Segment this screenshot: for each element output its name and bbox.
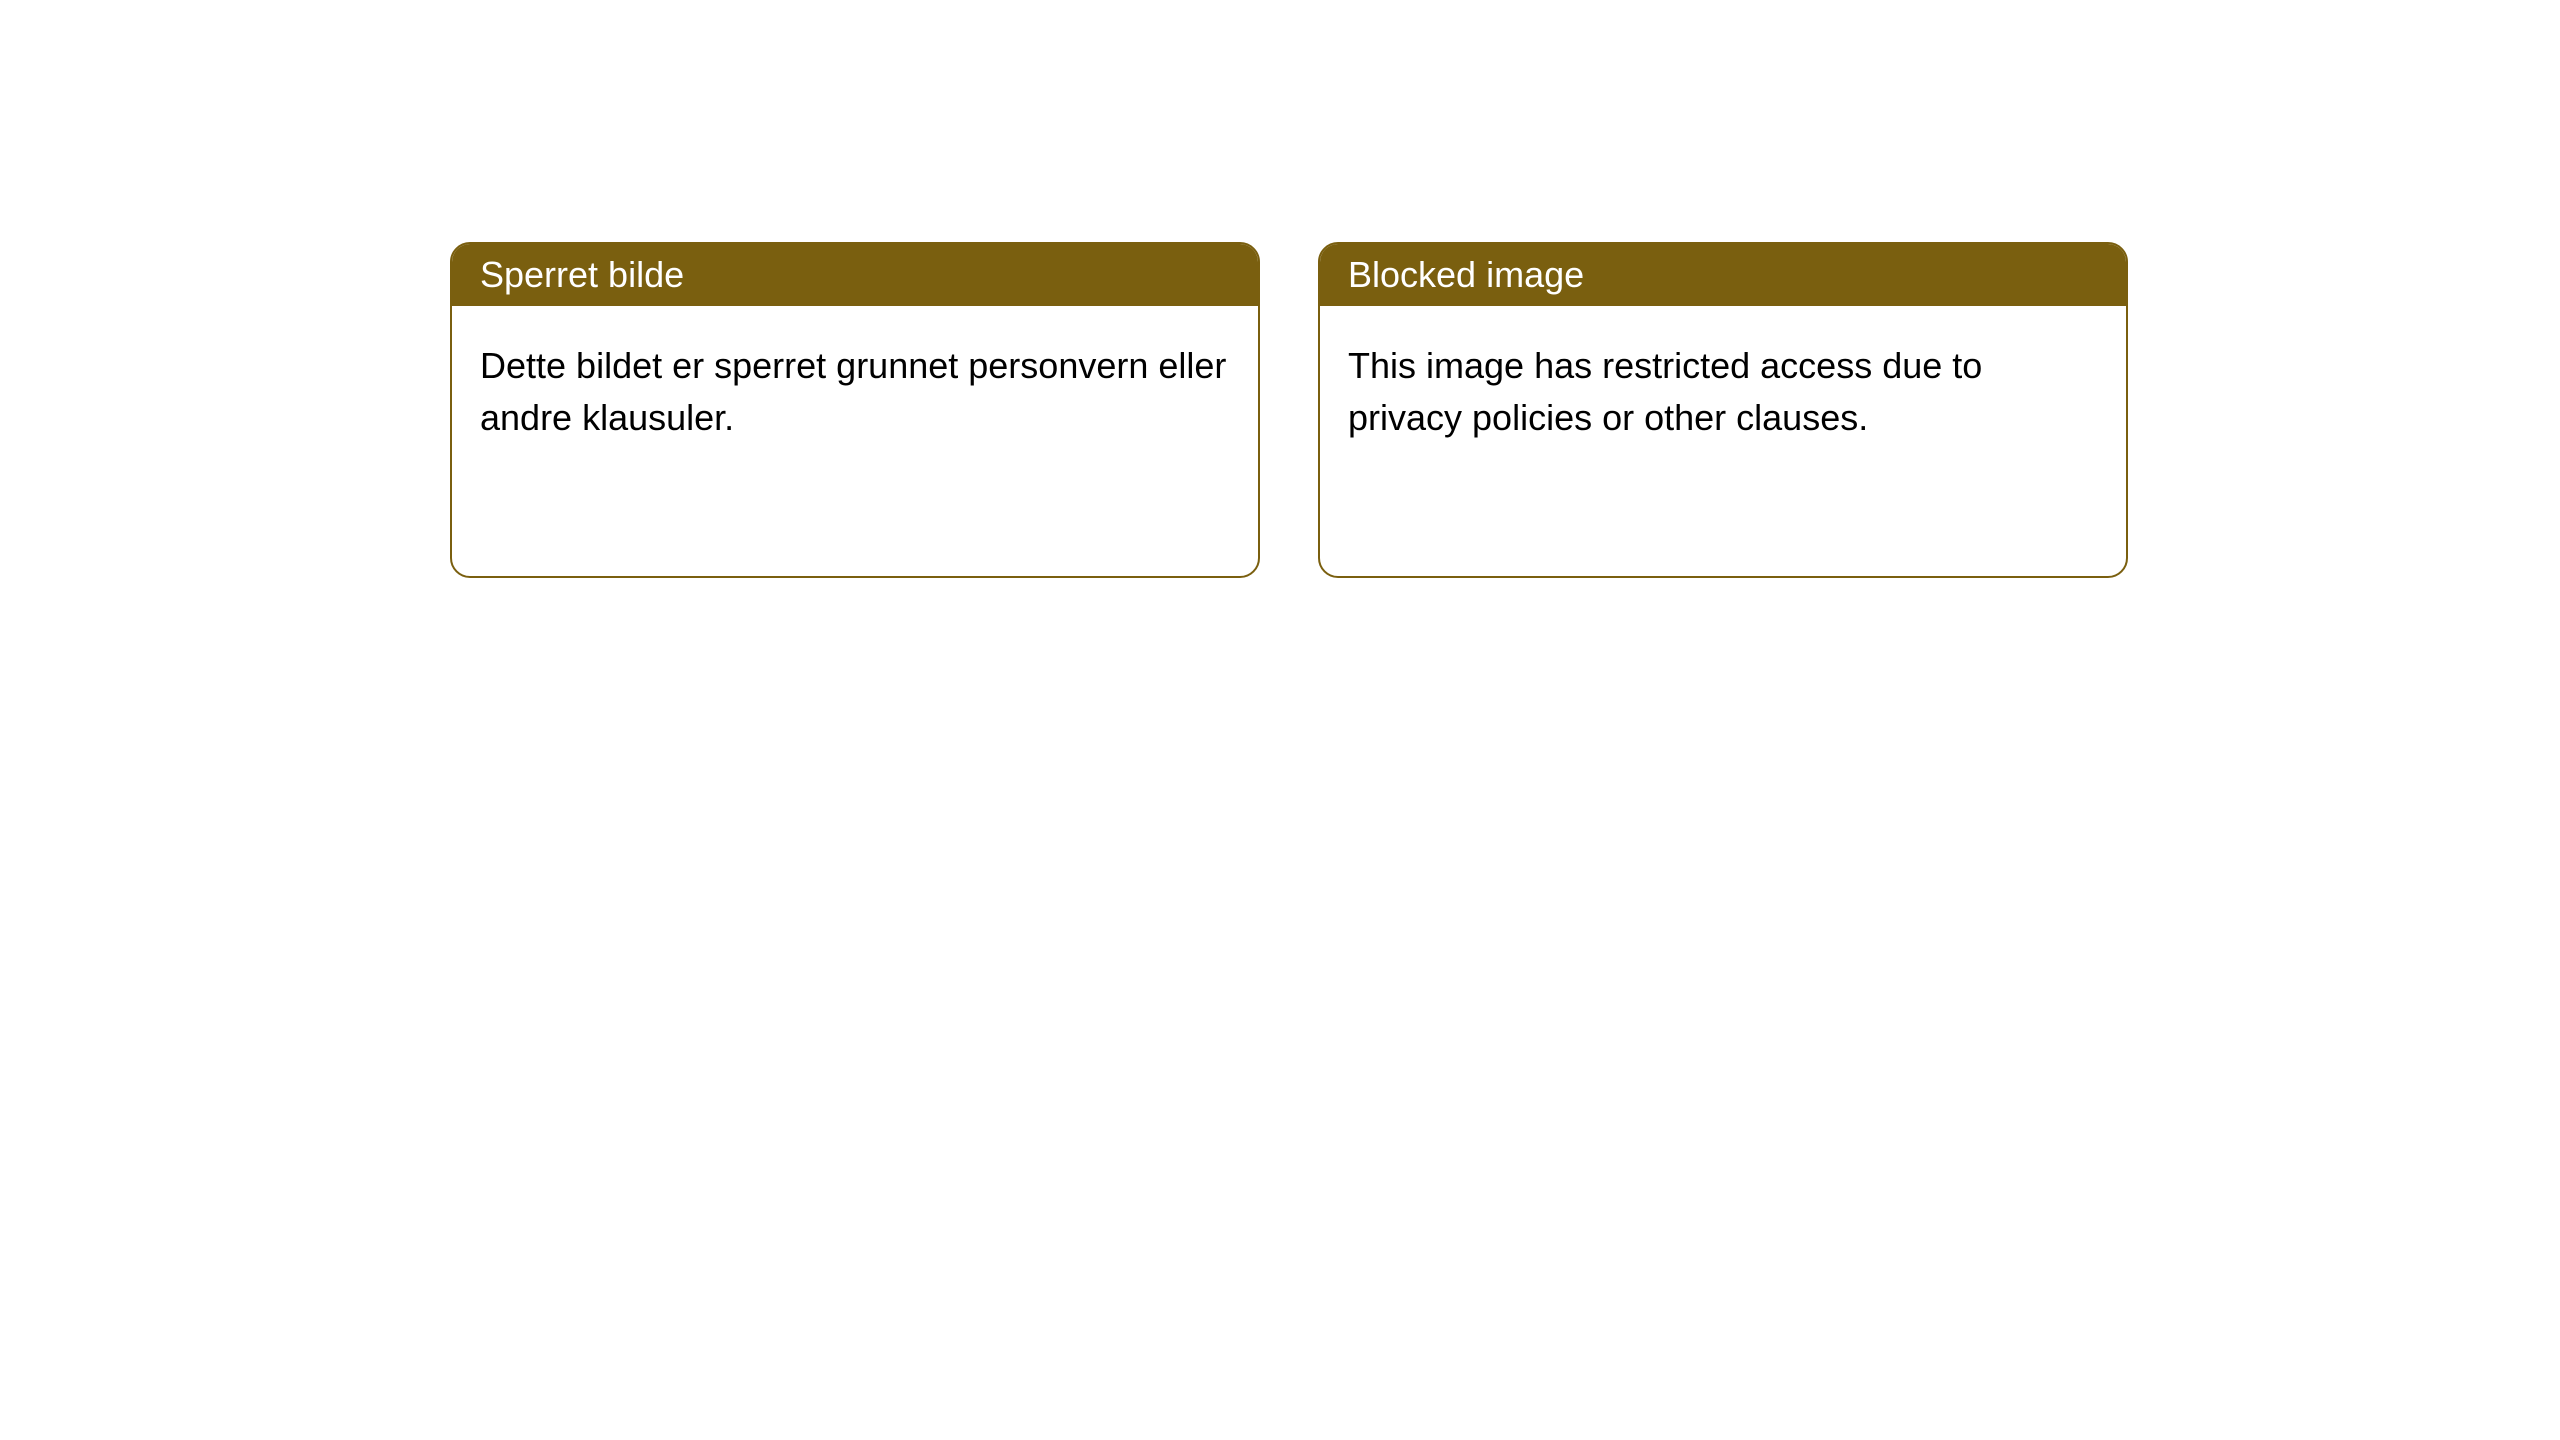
notice-card-norwegian: Sperret bilde Dette bildet er sperret gr… <box>450 242 1260 578</box>
card-header: Sperret bilde <box>452 244 1258 306</box>
card-title: Sperret bilde <box>480 254 684 295</box>
card-body: This image has restricted access due to … <box>1320 306 2126 478</box>
card-body: Dette bildet er sperret grunnet personve… <box>452 306 1258 478</box>
card-message: Dette bildet er sperret grunnet personve… <box>480 345 1226 438</box>
card-message: This image has restricted access due to … <box>1348 345 1982 438</box>
card-title: Blocked image <box>1348 254 1584 295</box>
card-header: Blocked image <box>1320 244 2126 306</box>
notice-container: Sperret bilde Dette bildet er sperret gr… <box>450 242 2128 578</box>
notice-card-english: Blocked image This image has restricted … <box>1318 242 2128 578</box>
